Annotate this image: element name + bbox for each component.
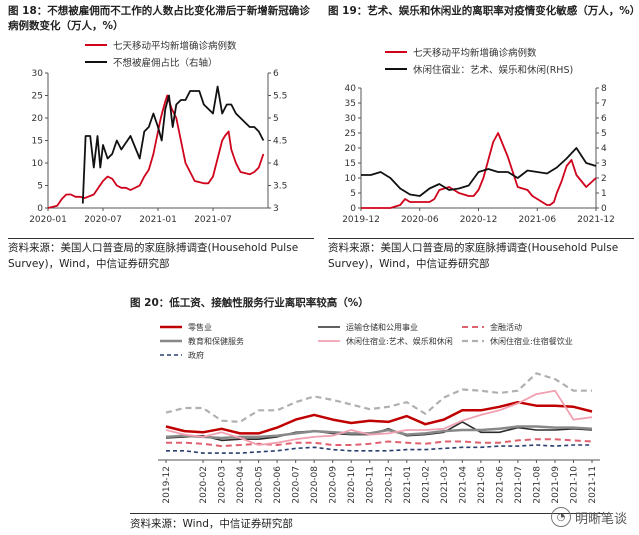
fig20-x-tick-label: 2021-01	[403, 466, 413, 504]
fig19-legend-label: 七天移动平均新增确诊病例数	[413, 47, 537, 59]
fig18-y2-tick-label: 6	[273, 69, 279, 79]
fig19-y2-tick-label: 3	[601, 159, 607, 169]
fig20-x-tick-label: 2020-12	[384, 466, 394, 504]
fig18-y-tick-label: 5	[37, 182, 43, 192]
fig19-y2-tick-label: 2	[601, 174, 607, 184]
fig20-x-tick-label: 2020-09	[329, 466, 339, 504]
fig18-y-tick-label: 30	[32, 69, 44, 79]
fig18-y2-tick-label: 5	[273, 114, 279, 124]
fig20-series-line-6	[166, 444, 592, 454]
fig19-source: 资料来源：美国人口普查局的家庭脉搏调查(Household Pulse Surv…	[328, 242, 619, 270]
fig18-x-tick-label: 2020-01	[29, 215, 67, 225]
watermark-text: 明晰笔谈	[574, 511, 627, 527]
fig18-x-tick-label: 2021-01	[139, 215, 177, 225]
fig20-x-tick-label: 2020-06	[273, 466, 283, 504]
fig18-y2-tick-label: 3	[273, 204, 279, 214]
fig20-x-tick-label: 2021-06	[495, 466, 505, 504]
fig18-y2-tick-label: 5.5	[273, 92, 287, 102]
fig20-x-tick-label: 2021-05	[477, 466, 487, 504]
fig20-x-tick-label: 2021-08	[532, 466, 542, 504]
fig20-x-tick-label: 2021-09	[551, 466, 561, 504]
fig18-y2-tick-label: 4.5	[273, 137, 287, 147]
fig20-x-tick-label: 2020-05	[255, 466, 265, 504]
fig20-legend-label: 教育和保健服务	[188, 336, 244, 346]
fig18-series-line-1	[81, 85, 265, 204]
fig19-y-tick-label: 5	[350, 189, 356, 199]
fig18-series-line-0	[47, 94, 265, 209]
fig18-x-tick-label: 2021-07	[194, 215, 232, 225]
fig19-y2-tick-label: 6	[601, 114, 607, 124]
fig19-y-tick-label: 0	[350, 204, 356, 214]
fig19-divider	[328, 238, 634, 239]
fig19-x-tick-label: 2020-06	[401, 215, 439, 225]
fig20-x-tick-label: 2021-04	[458, 466, 468, 504]
fig20-x-tick-label: 2020-03	[218, 466, 228, 504]
fig20-x-tick-label: 2020-10	[347, 466, 357, 504]
fig19-y2-tick-label: 0	[601, 204, 607, 214]
fig20-source: 资料来源：Wind，中信证券研究部	[130, 518, 293, 530]
fig19-title: 图 19：艺术、娱乐和休闲业的离职率对疫情变化敏感（万人，%）	[328, 5, 639, 17]
fig20-legend-label: 休闲住宿业:住宿餐饮业	[490, 336, 573, 346]
fig20-x-tick-label: 2020-07	[292, 466, 302, 504]
fig18-y-tick-label: 0	[37, 204, 43, 214]
fig19-legend-label: 休闲住宿业：艺术、娱乐和休闲(RHS)	[413, 64, 573, 76]
fig18-y2-tick-label: 3.5	[273, 182, 287, 192]
fig20-x-tick-label: 2020-04	[236, 466, 246, 504]
fig18-y2-tick-label: 4	[273, 159, 279, 169]
fig18-source: 资料来源：美国人口普查局的家庭脉搏调查(Household Pulse Surv…	[8, 242, 299, 270]
fig19-series-line-0	[361, 132, 597, 209]
fig19-y2-tick-label: 8	[601, 84, 607, 94]
wechat-icon: ◔	[550, 507, 571, 527]
fig18-title: 图 18：不想被雇佣而不工作的人数占比变化滞后于新增新冠确诊病例数变化（万人，%…	[8, 5, 310, 32]
fig20-legend-label: 金融活动	[490, 322, 522, 332]
fig19-y2-tick-label: 4	[601, 144, 607, 154]
fig18-divider	[8, 238, 314, 239]
fig19-y2-tick-label: 1	[601, 189, 607, 199]
fig20-legend-label: 零售业	[188, 322, 212, 332]
fig19-y-tick-label: 20	[345, 144, 357, 154]
fig19-y-tick-label: 30	[345, 114, 357, 124]
fig19-x-tick-label: 2021-06	[518, 215, 556, 225]
watermark: ◔ 明晰笔谈	[550, 507, 627, 527]
fig18-y-tick-label: 10	[32, 159, 44, 169]
fig20-divider	[130, 513, 610, 514]
fig20-legend-label: 休闲住宿业:艺术、娱乐和休闲	[346, 336, 453, 346]
fig20-x-tick-label: 2019-12	[162, 466, 172, 504]
fig19-y2-tick-label: 7	[601, 99, 607, 109]
fig19-y-tick-label: 40	[345, 84, 357, 94]
fig19-y-tick-label: 10	[345, 174, 357, 184]
fig20-x-tick-label: 2021-03	[440, 466, 450, 504]
fig19-x-tick-label: 2021-12	[577, 215, 615, 225]
fig20-x-tick-label: 2020-02	[199, 466, 209, 504]
fig18-x-tick-label: 2020-07	[84, 215, 122, 225]
fig20-x-tick-label: 2021-07	[514, 466, 524, 504]
fig19-y-tick-label: 35	[345, 99, 356, 109]
fig19-y-tick-label: 15	[345, 159, 356, 169]
fig18-y-tick-label: 25	[32, 92, 43, 102]
fig18-legend-label: 七天移动平均新增确诊病例数	[113, 40, 237, 52]
fig20-x-tick-label: 2021-11	[588, 466, 598, 504]
fig20-x-tick-label: 2021-10	[569, 466, 579, 504]
fig20-legend-label: 政府	[188, 350, 204, 360]
fig19-x-tick-label: 2020-12	[460, 215, 498, 225]
fig20-series-line-4	[165, 389, 593, 446]
fig18-legend-label: 不想被雇佣占比（右轴）	[113, 57, 218, 69]
fig20-series-line-5	[165, 372, 592, 423]
fig19-y2-tick-label: 5	[601, 129, 607, 139]
fig20-legend-label: 运输仓储和公用事业	[346, 322, 418, 332]
fig20-x-tick-label: 2020-11	[366, 466, 376, 504]
fig20-x-tick-label: 2021-02	[421, 466, 431, 504]
fig20-x-tick-label: 2020-08	[310, 466, 320, 504]
fig19-x-tick-label: 2019-12	[342, 215, 380, 225]
fig18-y-tick-label: 15	[32, 137, 43, 147]
fig19-series-line-1	[361, 147, 597, 197]
fig18-y-tick-label: 20	[32, 114, 44, 124]
fig20-series-line-2	[166, 438, 593, 448]
fig20-title: 图 20：低工资、接触性服务行业离职率较高（%）	[130, 297, 369, 309]
fig19-y-tick-label: 25	[345, 129, 356, 139]
